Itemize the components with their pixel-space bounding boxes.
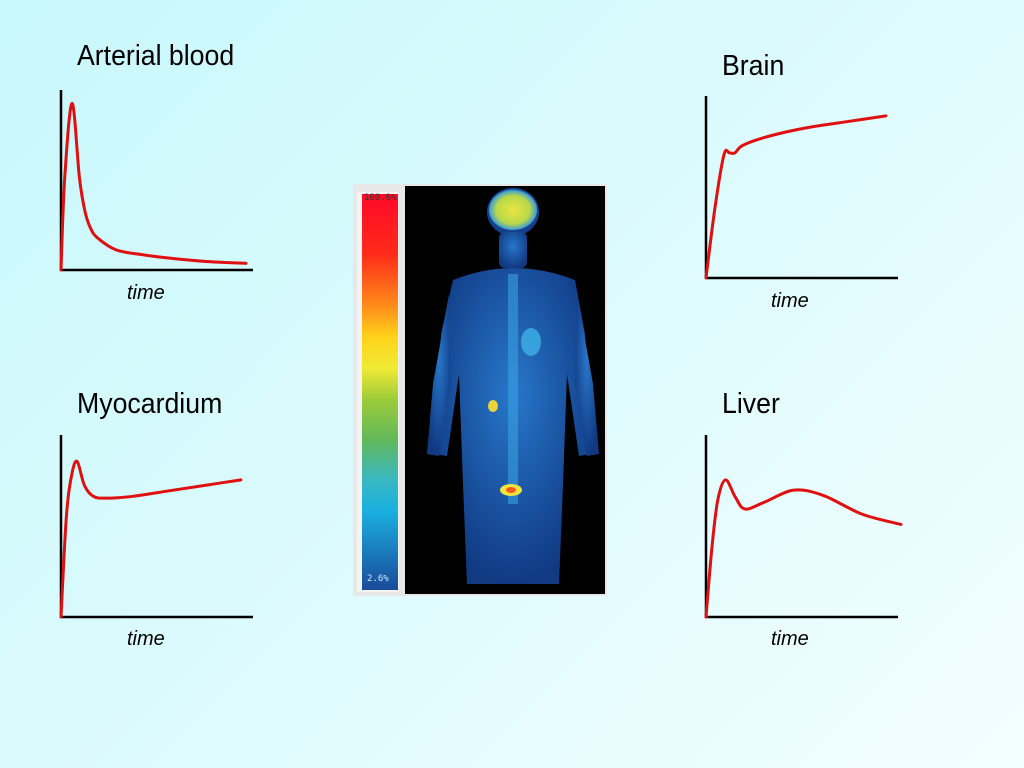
x-axis-label: time	[127, 282, 165, 304]
scale-min-label: 2.6%	[367, 574, 389, 584]
heart-uptake	[521, 328, 541, 356]
spine	[508, 274, 518, 504]
x-axis-label: time	[771, 290, 809, 312]
chart-title: Brain	[722, 50, 785, 82]
kidney-uptake	[488, 400, 498, 412]
chart-title: Arterial blood	[77, 40, 235, 72]
pet-scan-svg	[357, 186, 605, 594]
brain-uptake	[489, 190, 537, 230]
color-scale-bar	[362, 194, 398, 590]
chart-title: Myocardium	[77, 388, 223, 420]
pet-scan-image: 100.0% 2.6%	[353, 184, 607, 596]
x-axis-label: time	[127, 628, 165, 650]
series-line-0	[59, 459, 243, 619]
series-line-0	[704, 114, 888, 280]
series-line-0	[59, 101, 248, 272]
x-axis-label: time	[771, 628, 809, 650]
scale-max-label: 100.0%	[364, 193, 397, 203]
chart-title: Liver	[722, 388, 780, 420]
series-line-0	[704, 478, 903, 619]
